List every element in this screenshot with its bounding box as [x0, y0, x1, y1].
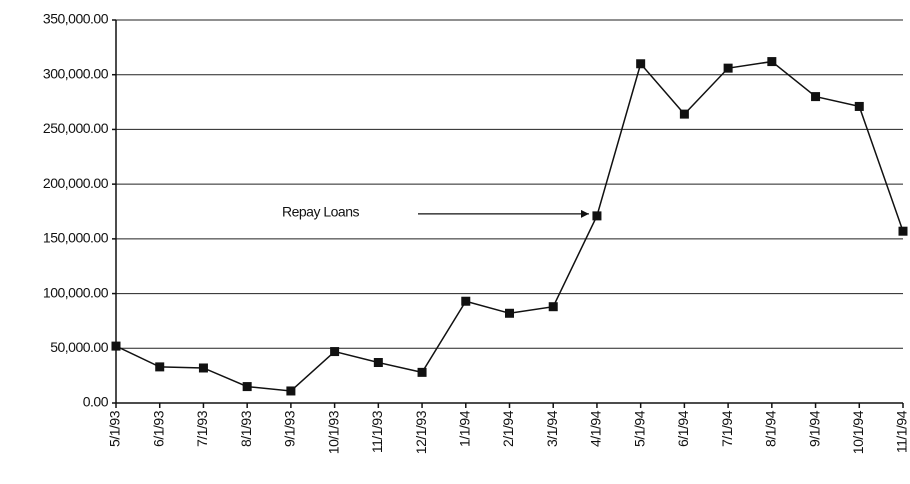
x-tick-label: 6/1/94 — [675, 410, 691, 447]
data-point — [767, 57, 777, 67]
y-tick-label: 200,000.00 — [43, 175, 109, 191]
y-tick-label: 150,000.00 — [43, 230, 109, 246]
data-point — [155, 362, 165, 372]
x-tick-label: 5/1/94 — [631, 410, 647, 447]
x-tick-label: 11/1/94 — [894, 410, 910, 453]
x-tick-label: 8/1/94 — [763, 410, 779, 447]
y-tick-label: 300,000.00 — [43, 65, 109, 81]
x-tick-label: 1/1/94 — [456, 410, 472, 447]
data-point — [417, 367, 427, 377]
x-tick-label: 9/1/93 — [282, 410, 298, 447]
x-tick-label: 8/1/93 — [238, 410, 254, 447]
data-point — [373, 358, 383, 368]
data-point — [111, 341, 121, 351]
data-point — [286, 386, 296, 396]
x-tick-label: 2/1/94 — [500, 410, 516, 447]
data-point — [198, 363, 208, 373]
x-tick-label: 6/1/93 — [150, 410, 166, 447]
x-tick-label: 10/1/93 — [325, 410, 341, 454]
x-tick-label: 10/1/94 — [850, 410, 866, 454]
x-tick-label: 12/1/93 — [413, 410, 429, 454]
x-tick-label: 9/1/94 — [806, 410, 822, 447]
y-tick-label: 0.00 — [83, 394, 109, 410]
x-tick-label: 3/1/94 — [544, 410, 560, 447]
data-point — [854, 101, 864, 111]
data-point — [898, 226, 908, 236]
y-tick-label: 100,000.00 — [43, 284, 109, 300]
x-tick-label: 11/1/93 — [369, 410, 385, 453]
annotation-text: Repay Loans — [282, 204, 360, 220]
data-point — [811, 92, 821, 102]
x-tick-label: 7/1/94 — [719, 410, 735, 447]
y-tick-label: 350,000.00 — [43, 11, 109, 27]
data-point — [242, 382, 252, 392]
y-tick-label: 50,000.00 — [50, 339, 108, 355]
data-point — [723, 63, 733, 73]
data-point — [505, 308, 514, 318]
data-point — [461, 296, 471, 306]
y-tick-label: 250,000.00 — [43, 120, 109, 136]
data-point — [636, 59, 646, 69]
data-point — [330, 347, 340, 357]
data-point — [679, 109, 689, 119]
data-line — [115, 60, 904, 392]
x-tick-label: 5/1/93 — [107, 410, 123, 447]
data-point — [548, 302, 558, 312]
x-tick-label: 4/1/94 — [588, 410, 604, 447]
data-point — [592, 211, 602, 221]
x-tick-label: 7/1/93 — [194, 410, 210, 447]
